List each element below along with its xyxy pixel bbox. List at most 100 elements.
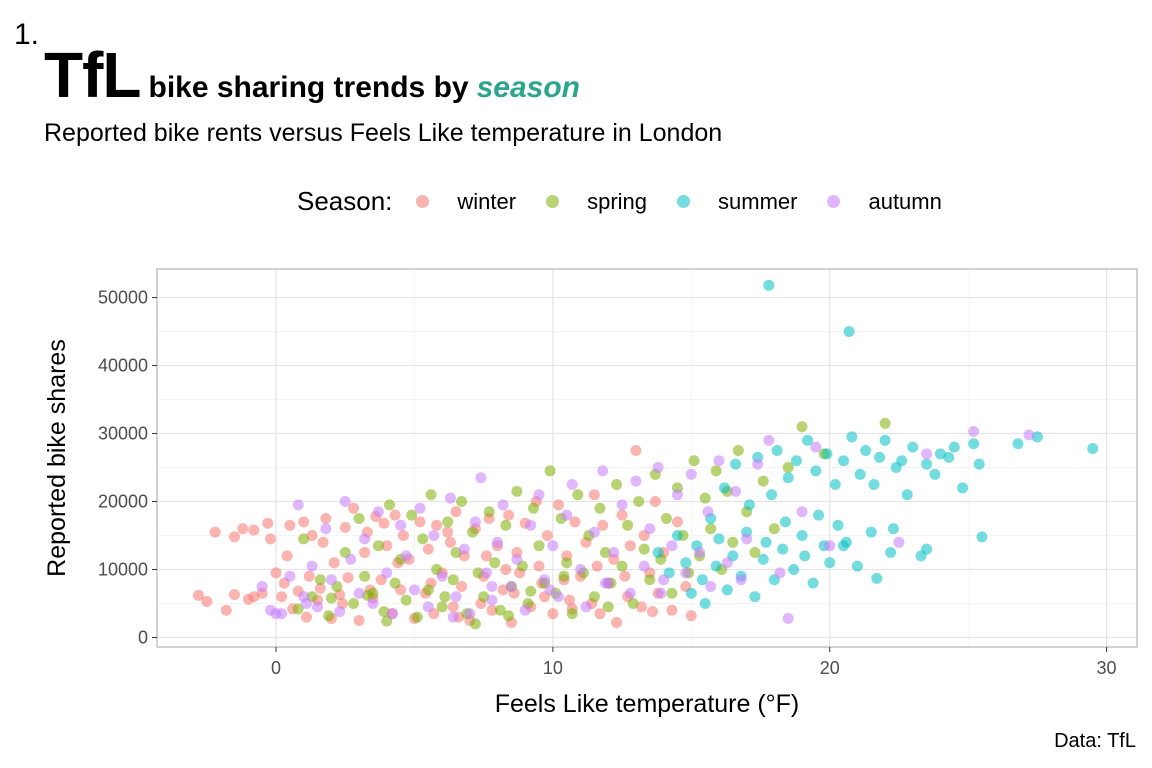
point-spring	[314, 574, 326, 586]
point-winter	[328, 557, 340, 569]
point-winter	[666, 604, 678, 616]
point-summer	[973, 458, 985, 470]
point-winter	[262, 517, 274, 529]
point-autumn	[702, 506, 714, 518]
point-summer	[921, 458, 933, 470]
point-spring	[588, 591, 600, 603]
point-summer	[901, 489, 913, 501]
point-winter	[624, 540, 636, 552]
point-summer	[749, 591, 761, 603]
point-autumn	[325, 574, 337, 586]
point-winter	[547, 608, 559, 620]
point-summer	[802, 434, 814, 446]
chart-caption: Data: TfL	[1054, 730, 1136, 752]
point-spring	[732, 445, 744, 457]
point-summer	[934, 448, 946, 460]
point-spring	[436, 601, 448, 613]
title-text: bike sharing trends by	[148, 71, 469, 104]
point-summer	[757, 553, 769, 565]
legend-dot-winter	[416, 195, 430, 208]
point-winter	[284, 519, 296, 531]
point-autumn	[284, 570, 296, 582]
point-summer	[721, 584, 733, 596]
point-autumn	[381, 567, 393, 579]
point-winter	[193, 589, 205, 601]
point-autumn	[339, 496, 351, 508]
point-winter	[303, 570, 315, 582]
point-autumn	[533, 489, 545, 501]
point-summer	[865, 526, 877, 538]
point-autumn	[395, 519, 407, 531]
point-spring	[633, 496, 645, 508]
point-spring	[425, 489, 437, 501]
legend-title: Season:	[297, 186, 393, 216]
point-summer	[907, 441, 919, 453]
point-spring	[611, 479, 623, 491]
point-spring	[447, 574, 459, 586]
point-summer	[885, 547, 897, 558]
point-spring	[622, 519, 634, 531]
point-autumn	[774, 567, 786, 579]
legend-item-autumn: autumn	[827, 188, 942, 215]
point-summer	[868, 479, 880, 491]
point-winter	[597, 519, 609, 531]
point-summer	[766, 489, 778, 501]
legend-label-winter: winter	[457, 188, 517, 214]
point-autumn	[436, 570, 448, 582]
point-autumn	[475, 472, 487, 484]
point-autumn	[428, 530, 440, 542]
point-summer	[851, 560, 863, 572]
point-summer	[771, 445, 783, 457]
point-winter	[500, 563, 512, 575]
point-autumn	[547, 540, 559, 552]
point-winter	[320, 513, 332, 525]
y-tick-label: 50000	[98, 288, 148, 308]
point-winter	[480, 550, 492, 562]
point-winter	[306, 530, 318, 542]
point-spring	[406, 509, 418, 521]
point-autumn	[458, 543, 470, 555]
point-autumn	[824, 540, 836, 552]
point-summer	[807, 577, 819, 589]
y-tick-label: 40000	[98, 356, 148, 376]
point-winter	[635, 601, 647, 613]
point-spring	[572, 489, 584, 501]
point-summer	[838, 455, 850, 467]
point-autumn	[408, 584, 420, 596]
point-spring	[644, 574, 656, 586]
point-summer	[874, 451, 886, 463]
point-winter	[276, 591, 288, 603]
point-summer	[779, 516, 791, 528]
point-autumn	[685, 468, 697, 480]
y-tick-label: 30000	[98, 424, 148, 444]
point-summer	[790, 455, 802, 467]
legend-label-autumn: autumn	[868, 188, 942, 214]
point-autumn	[616, 499, 628, 511]
point-winter	[229, 531, 241, 543]
point-autumn	[741, 533, 753, 545]
point-autumn	[893, 536, 905, 548]
point-autumn	[705, 580, 717, 592]
point-winter	[616, 509, 628, 521]
point-autumn	[334, 606, 346, 618]
point-autumn	[713, 455, 725, 467]
point-autumn	[694, 547, 706, 558]
point-winter	[647, 606, 659, 618]
point-summer	[871, 572, 883, 584]
point-winter	[685, 610, 697, 622]
point-autumn	[561, 509, 573, 521]
x-tick-label: 0	[271, 658, 281, 678]
point-winter	[348, 502, 360, 514]
point-summer	[821, 448, 833, 460]
point-summer	[671, 530, 683, 542]
point-summer	[788, 563, 800, 575]
point-autumn	[624, 587, 636, 599]
point-winter	[588, 489, 600, 501]
point-summer	[713, 533, 725, 545]
point-summer	[696, 574, 708, 586]
point-autumn	[300, 597, 312, 609]
point-summer	[860, 445, 872, 457]
point-summer	[896, 455, 908, 467]
point-summer	[879, 434, 891, 446]
point-summer	[710, 560, 722, 572]
